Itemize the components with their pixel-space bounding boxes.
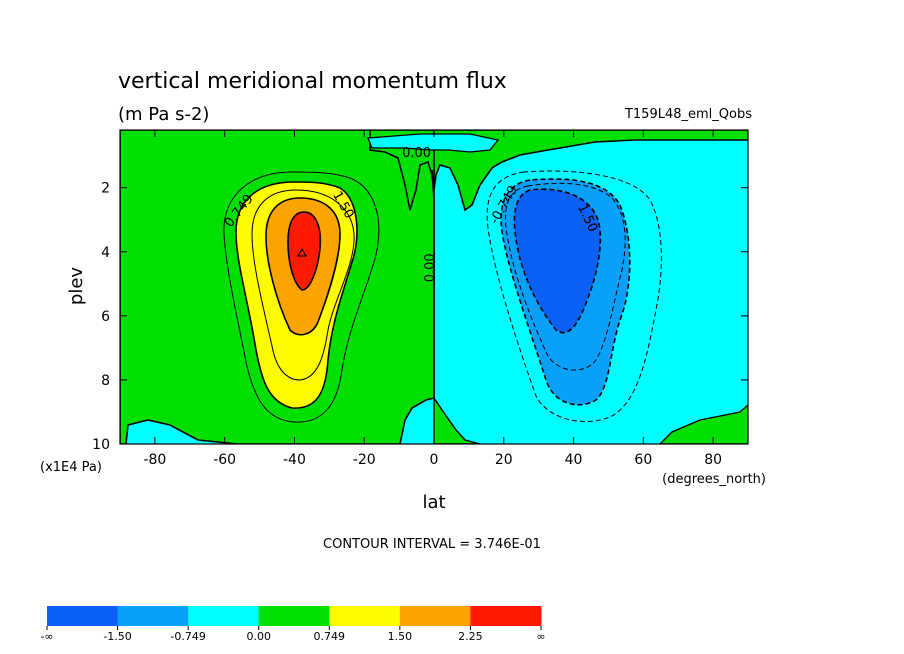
- x-tick-label: 60: [634, 452, 652, 468]
- dataset-label: T159L48_eml_Qobs: [624, 107, 752, 122]
- y-tick-label: 4: [101, 245, 110, 261]
- contour-line-pos-outer: [223, 171, 380, 423]
- chart-units: (m Pa s-2): [118, 104, 209, 125]
- colorbar-swatch: [47, 606, 119, 626]
- contour-interval-note: CONTOUR INTERVAL = 3.746E-01: [323, 537, 541, 552]
- colorbar-swatch: [258, 606, 330, 626]
- contour-line-pos-inner: [251, 189, 355, 381]
- y-axis-units: (x1E4 Pa): [40, 460, 102, 475]
- colorbar-tick-label: 0.00: [246, 630, 271, 643]
- contour-label: 0.00: [402, 146, 431, 161]
- x-axis-units: (degrees_north): [662, 472, 766, 487]
- colorbar-swatch: [117, 606, 189, 626]
- field-cyan-top: [367, 133, 500, 153]
- x-tick-label: -60: [213, 452, 236, 468]
- colorbar-tick-label: -1.50: [103, 630, 131, 643]
- y-axis-label: plev: [66, 267, 87, 306]
- y-tick-label: 2: [101, 181, 110, 197]
- field-blue-dark: [513, 188, 602, 334]
- x-tick-label: 40: [565, 452, 583, 468]
- contour-line-neg-outer: [486, 170, 662, 423]
- positive-peak-marker: [297, 247, 307, 257]
- colorbar-swatch: [399, 606, 471, 626]
- y-axis-ticks: 2 4 6 8 10: [92, 181, 748, 453]
- colorbar-tick-label: -∞: [40, 630, 53, 643]
- y-tick-label: 10: [92, 437, 110, 453]
- colorbar: -∞ -1.50 -0.749 0.00 0.749 1.50 2.25 ∞: [40, 606, 546, 643]
- chart-title: vertical meridional momentum flux: [118, 69, 507, 94]
- x-axis-ticks: -80 -60 -40 -20 0 20 40 60 80: [143, 130, 722, 468]
- colorbar-swatch: [470, 606, 542, 626]
- field-green-se: [433, 395, 748, 444]
- y-tick-label: 8: [101, 373, 110, 389]
- field-red: [287, 211, 322, 291]
- x-tick-label: -20: [353, 452, 376, 468]
- contour-label: 0.00: [423, 253, 438, 282]
- x-tick-label: -80: [143, 452, 166, 468]
- contour-field: [120, 130, 748, 444]
- x-tick-label: 0: [430, 452, 439, 468]
- colorbar-tick-label: 0.749: [314, 630, 346, 643]
- colorbar-swatch: [329, 606, 401, 626]
- colorbar-swatch: [188, 606, 260, 626]
- x-tick-label: -40: [283, 452, 306, 468]
- colorbar-tick-label: -0.749: [170, 630, 205, 643]
- y-tick-label: 6: [101, 309, 110, 325]
- x-tick-label: 80: [704, 452, 722, 468]
- colorbar-tick-label: 1.50: [388, 630, 413, 643]
- x-axis-label: lat: [422, 492, 445, 513]
- x-tick-label: 20: [495, 452, 513, 468]
- colorbar-tick-label: ∞: [536, 630, 545, 643]
- colorbar-tick-label: 2.25: [458, 630, 483, 643]
- contour-line-zero-equator: [431, 169, 435, 398]
- contour-line-neg-inner: [505, 182, 626, 371]
